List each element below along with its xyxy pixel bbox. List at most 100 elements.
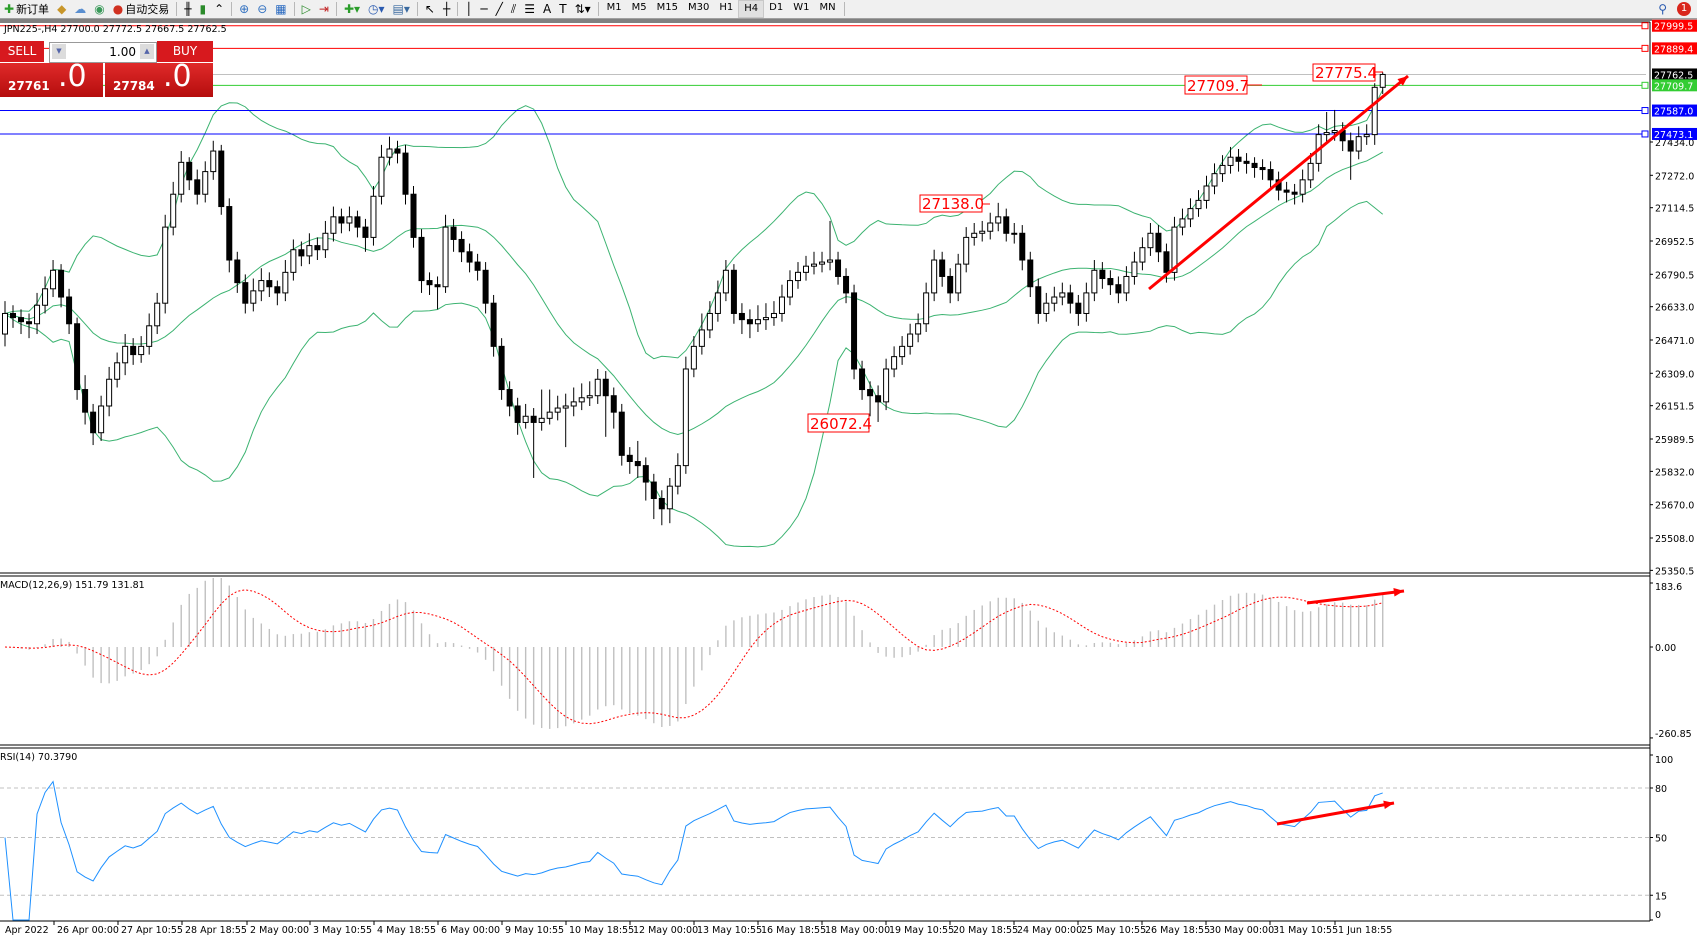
new-order-button[interactable]: ✚ 新订单: [0, 1, 53, 17]
text-label-button[interactable]: T: [555, 1, 570, 17]
bearish-candle-body: [1019, 232, 1026, 261]
time-axis-label: 6 May 00:00: [441, 925, 500, 936]
macd-trend-arrow: [1306, 589, 1405, 605]
candle: [827, 220, 834, 271]
bearish-candle-body: [939, 259, 946, 277]
trendline-button[interactable]: ╱: [492, 1, 507, 17]
chart-shift-button[interactable]: ⇥: [315, 1, 333, 17]
crosshair-button[interactable]: ┼: [439, 1, 454, 17]
bullish-candle-body: [562, 405, 569, 409]
timeframe-m5[interactable]: M5: [631, 2, 647, 13]
search-icon[interactable]: ⚲: [1658, 2, 1667, 16]
bullish-candle-body: [546, 411, 553, 419]
lot-decrease-button[interactable]: ▼: [52, 44, 66, 59]
candle: [1011, 223, 1018, 244]
bullish-candle-body: [122, 345, 129, 364]
time-axis-label: 27 Apr 10:55: [121, 925, 183, 936]
bearish-candle-body: [1075, 302, 1082, 314]
cursor-button[interactable]: ↖: [421, 1, 439, 17]
zoom-in-button[interactable]: ⊕: [235, 1, 253, 17]
time-axis-label: 30 May 00:00: [1209, 925, 1274, 936]
candlestick-button[interactable]: ▮: [196, 1, 211, 17]
equidistant-channel-button[interactable]: ⫽: [507, 1, 520, 17]
candle: [402, 144, 409, 205]
timeframe-h1[interactable]: H1: [719, 2, 734, 13]
horizontal-line-button[interactable]: ─: [476, 1, 491, 17]
candle: [506, 381, 513, 417]
sell-price-button[interactable]: 27761 .0: [0, 59, 103, 97]
divider: [176, 2, 178, 16]
text-button[interactable]: A: [539, 1, 555, 17]
bearish-candle-body: [1291, 191, 1298, 195]
line-chart-icon: ⌃: [214, 2, 225, 16]
trend-arrow: [1148, 74, 1409, 291]
fibonacci-button[interactable]: ☰: [520, 1, 539, 17]
candle: [1043, 292, 1050, 322]
candle: [562, 393, 569, 448]
sell-price: 27761: [8, 79, 50, 93]
signals-button[interactable]: ◉: [90, 1, 108, 17]
text-icon: A: [543, 2, 552, 16]
buy-price: 27784: [113, 79, 155, 93]
bearish-candle-body: [402, 152, 409, 195]
bearish-candle-body: [130, 345, 137, 356]
timeframe-m30[interactable]: M30: [688, 2, 710, 13]
candle: [210, 140, 217, 180]
candle: [218, 144, 225, 215]
candle: [10, 305, 17, 328]
price-axis-label: 26952.5: [1655, 237, 1694, 248]
candle: [162, 214, 169, 314]
bullish-candle-body: [346, 216, 353, 224]
bullish-candle-body: [370, 195, 377, 238]
zoom-out-button[interactable]: ⊖: [253, 1, 271, 17]
macd-axis-label: -260.85: [1655, 729, 1692, 740]
lot-size-value[interactable]: 1.00: [109, 45, 136, 59]
time-axis-label: 18 May 00:00: [825, 925, 890, 936]
buy-price-button[interactable]: 27784 .0: [105, 59, 213, 97]
notification-badge[interactable]: 1: [1677, 2, 1691, 16]
candle: [738, 303, 745, 335]
bar-chart-button[interactable]: ╫: [180, 1, 195, 17]
bearish-candle-body: [194, 179, 201, 195]
price-axis-label: 25508.0: [1655, 534, 1694, 545]
time-axis-label: 20 May 18:55: [953, 925, 1018, 936]
templates-button[interactable]: ▤▾: [389, 1, 414, 17]
line-chart-button[interactable]: ⌃: [210, 1, 228, 17]
candle: [226, 198, 233, 273]
timeframe-m1[interactable]: M1: [606, 2, 622, 13]
buy-button[interactable]: BUY: [157, 41, 213, 62]
time-axis-label: Apr 2022: [5, 925, 49, 936]
bullish-candle-body: [538, 417, 545, 423]
candle: [186, 157, 193, 191]
sell-button[interactable]: SELL: [0, 41, 44, 62]
time-axis-label: 3 May 10:55: [313, 925, 372, 936]
divider: [416, 2, 418, 16]
candle: [2, 301, 8, 347]
timeframe-m15[interactable]: M15: [656, 2, 679, 13]
timeframe-mn[interactable]: MN: [819, 2, 836, 13]
bearish-candle-body: [474, 261, 481, 271]
tile-windows-button[interactable]: ▦: [271, 1, 290, 17]
market-watch-button[interactable]: ◆: [53, 1, 70, 17]
cloud-button[interactable]: ☁: [70, 1, 90, 17]
bearish-candle-body: [843, 275, 850, 294]
candle: [851, 284, 858, 380]
candle: [1275, 171, 1282, 201]
auto-scroll-button[interactable]: ▷: [298, 1, 315, 17]
time-axis-label: 10 May 18:55: [569, 925, 634, 936]
periods-button[interactable]: ◷▾: [364, 1, 389, 17]
timeframe-w1[interactable]: W1: [793, 2, 810, 13]
bearish-candle-body: [90, 411, 97, 434]
auto-trading-button[interactable]: ● 自动交易: [109, 1, 173, 17]
timeframe-h4[interactable]: H4: [738, 0, 765, 18]
candle: [338, 208, 345, 234]
arrows-button[interactable]: ⇅▾: [571, 1, 595, 17]
time-axis-label: 19 May 10:55: [889, 925, 954, 936]
indicators-button[interactable]: ✚▾: [340, 1, 364, 17]
lot-size-field[interactable]: ▼ 1.00 ▲: [49, 42, 157, 63]
vertical-line-button[interactable]: │: [461, 1, 476, 17]
timeframe-d1[interactable]: D1: [769, 2, 784, 13]
lot-increase-button[interactable]: ▲: [140, 44, 154, 59]
bearish-candle-body: [482, 269, 489, 304]
